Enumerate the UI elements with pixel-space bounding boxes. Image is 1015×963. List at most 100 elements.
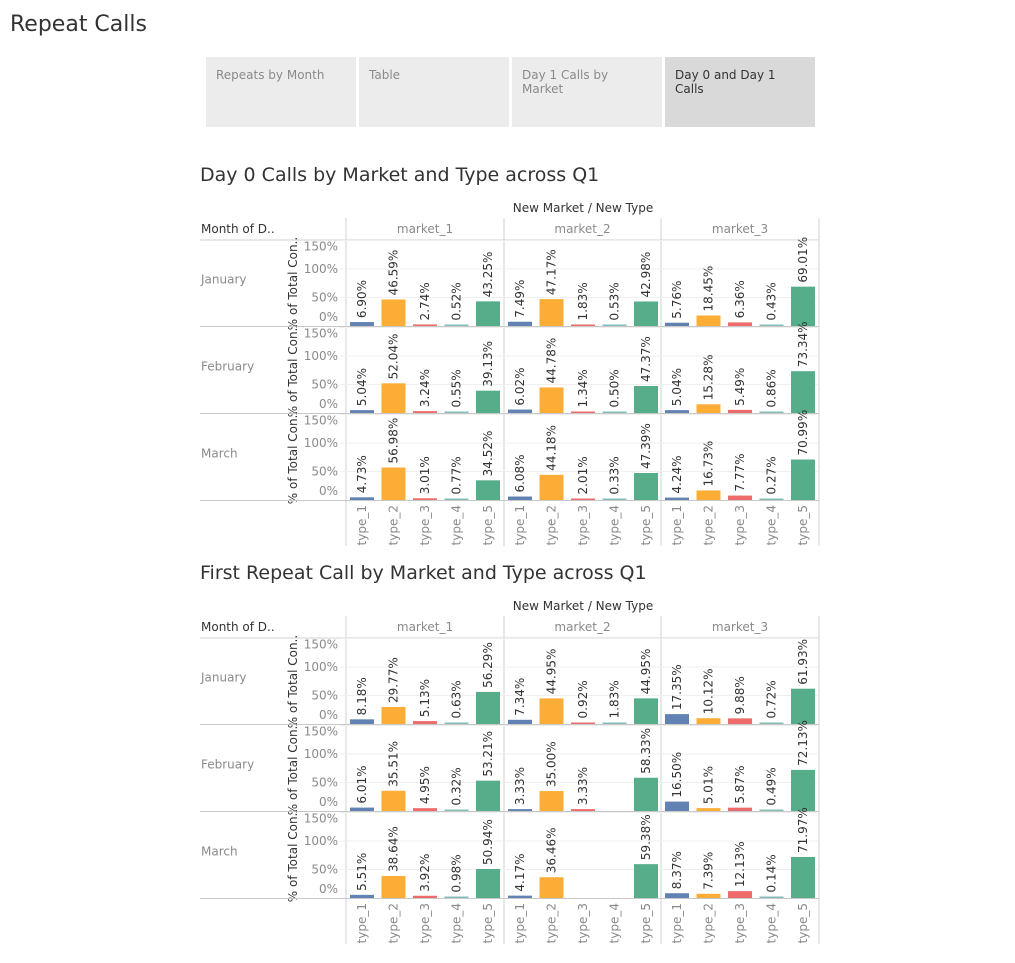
bar-market_2-type_1[interactable]	[508, 321, 532, 326]
bar-market_3-type_2[interactable]	[696, 893, 721, 898]
bar-market_1-type_1[interactable]	[350, 322, 374, 326]
bar-market_1-type_2[interactable]	[381, 299, 406, 326]
bar-market_3-type_5[interactable]	[791, 856, 815, 898]
type-axis-label: type_4	[765, 505, 779, 545]
bar-market_3-type_5[interactable]	[791, 688, 815, 724]
bar-market_2-type_2[interactable]	[539, 474, 564, 500]
bar-market_3-type_4[interactable]	[759, 411, 784, 414]
bar-market_3-type_2[interactable]	[696, 490, 721, 500]
bar-market_2-type_2[interactable]	[539, 877, 564, 898]
bar-market_2-type_4[interactable]	[602, 722, 627, 725]
bar-market_3-type_1[interactable]	[665, 410, 689, 413]
bar-market_2-type_5[interactable]	[634, 864, 658, 898]
bar-value-label: 5.04%	[355, 368, 369, 406]
bar-market_1-type_3[interactable]	[413, 324, 437, 326]
bar-market_2-type_5[interactable]	[634, 698, 658, 724]
bar-market_1-type_4[interactable]	[444, 498, 469, 501]
bar-market_2-type_2[interactable]	[539, 387, 564, 413]
bar-market_3-type_1[interactable]	[665, 497, 689, 500]
bar-market_3-type_5[interactable]	[791, 371, 815, 413]
bar-market_1-type_2[interactable]	[381, 707, 406, 724]
bar-market_1-type_4[interactable]	[444, 411, 469, 414]
bar-market_1-type_5[interactable]	[476, 301, 500, 326]
bar-market_2-type_2[interactable]	[539, 698, 564, 724]
bar-market_3-type_1[interactable]	[665, 801, 689, 811]
bar-market_1-type_2[interactable]	[381, 383, 406, 413]
bar-market_3-type_2[interactable]	[696, 718, 721, 724]
bar-market_3-type_1[interactable]	[665, 322, 689, 326]
bar-market_2-type_1[interactable]	[508, 496, 532, 500]
bar-market_2-type_3[interactable]	[571, 809, 595, 811]
bar-market_3-type_3[interactable]	[728, 891, 752, 898]
bar-market_3-type_1[interactable]	[665, 893, 689, 898]
bar-market_2-type_3[interactable]	[571, 722, 595, 725]
y-tick-label: 100%	[304, 834, 338, 848]
bar-market_1-type_4[interactable]	[444, 809, 469, 812]
bar-market_2-type_1[interactable]	[508, 895, 532, 898]
bar-market_1-type_1[interactable]	[350, 719, 374, 724]
bar-market_3-type_2[interactable]	[696, 808, 721, 811]
bar-market_2-type_5[interactable]	[634, 777, 658, 811]
bar-market_1-type_4[interactable]	[444, 324, 469, 327]
bar-market_3-type_4[interactable]	[759, 722, 784, 725]
bar-market_3-type_4[interactable]	[759, 324, 784, 327]
bar-market_1-type_5[interactable]	[476, 868, 500, 898]
bar-market_2-type_2[interactable]	[539, 791, 564, 811]
bar-market_1-type_5[interactable]	[476, 691, 500, 724]
bar-market_2-type_1[interactable]	[508, 719, 532, 724]
bar-market_2-type_5[interactable]	[634, 385, 658, 413]
bar-market_3-type_3[interactable]	[728, 409, 752, 413]
bar-market_3-type_4[interactable]	[759, 809, 784, 812]
bar-market_3-type_3[interactable]	[728, 322, 752, 326]
bar-market_3-type_5[interactable]	[791, 286, 815, 326]
bar-market_3-type_3[interactable]	[728, 807, 752, 811]
bar-market_1-type_2[interactable]	[381, 467, 406, 500]
bar-market_1-type_3[interactable]	[413, 808, 437, 811]
bar-market_3-type_2[interactable]	[696, 404, 721, 413]
market-header: market_3	[712, 222, 768, 236]
page-title: Repeat Calls	[10, 12, 147, 37]
bar-market_2-type_2[interactable]	[539, 299, 564, 326]
chart-2: New Market / New Type Month of D.. market_…	[200, 599, 820, 944]
bar-market_1-type_1[interactable]	[350, 410, 374, 413]
tab-day-0-and-day-1-calls[interactable]: Day 0 and Day 1 Calls	[665, 57, 815, 127]
bar-market_1-type_1[interactable]	[350, 807, 374, 811]
bar-market_1-type_5[interactable]	[476, 480, 500, 500]
bar-market_2-type_3[interactable]	[571, 498, 595, 501]
y-tick-label: 0%	[319, 882, 338, 896]
bar-market_1-type_5[interactable]	[476, 780, 500, 811]
bar-market_2-type_1[interactable]	[508, 809, 532, 811]
bar-market_1-type_4[interactable]	[444, 722, 469, 725]
bar-market_3-type_2[interactable]	[696, 315, 721, 326]
bar-market_3-type_3[interactable]	[728, 718, 752, 724]
bar-market_3-type_3[interactable]	[728, 495, 752, 500]
tab-day-1-calls-by-market[interactable]: Day 1 Calls by Market	[512, 57, 662, 127]
bar-market_2-type_4[interactable]	[602, 411, 627, 414]
bar-market_2-type_5[interactable]	[634, 301, 658, 326]
bar-market_3-type_5[interactable]	[791, 459, 815, 500]
bar-market_1-type_5[interactable]	[476, 390, 500, 413]
tab-repeats-by-month[interactable]: Repeats by Month	[206, 57, 356, 127]
bar-value-label: 72.13%	[796, 720, 810, 766]
bar-value-label: 0.33%	[608, 456, 622, 494]
bar-market_3-type_4[interactable]	[759, 896, 784, 899]
bar-market_2-type_1[interactable]	[508, 409, 532, 413]
bar-market_1-type_3[interactable]	[413, 498, 437, 500]
bar-market_2-type_3[interactable]	[571, 411, 595, 414]
bar-market_3-type_5[interactable]	[791, 769, 815, 811]
bar-market_1-type_3[interactable]	[413, 411, 437, 413]
bar-market_2-type_4[interactable]	[602, 324, 627, 327]
tab-table[interactable]: Table	[359, 57, 509, 127]
bar-market_1-type_3[interactable]	[413, 721, 437, 724]
bar-market_1-type_2[interactable]	[381, 875, 406, 898]
bar-market_1-type_1[interactable]	[350, 894, 374, 898]
bar-market_2-type_4[interactable]	[602, 498, 627, 501]
bar-market_1-type_3[interactable]	[413, 895, 437, 898]
bar-market_2-type_5[interactable]	[634, 472, 658, 500]
bar-market_3-type_4[interactable]	[759, 498, 784, 501]
bar-market_3-type_1[interactable]	[665, 714, 689, 724]
bar-market_2-type_3[interactable]	[571, 324, 595, 327]
bar-market_1-type_1[interactable]	[350, 497, 374, 500]
bar-market_1-type_4[interactable]	[444, 896, 469, 899]
bar-market_1-type_2[interactable]	[381, 790, 406, 811]
